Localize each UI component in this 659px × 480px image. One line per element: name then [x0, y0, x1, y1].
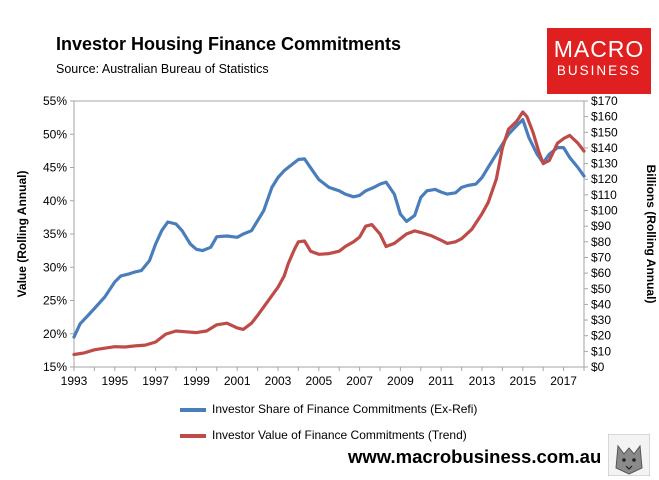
y-left-tick-label: 20% [43, 327, 67, 341]
x-tick-label: 2013 [469, 374, 496, 388]
y-left-tick-label: 50% [43, 127, 67, 141]
series-line-investor-value [72, 110, 586, 357]
y-right-tick-label: $90 [591, 219, 611, 233]
y-right-tick-label: $140 [591, 141, 618, 155]
y-left-tick-label: 55% [43, 94, 67, 108]
x-tick-label: 1997 [142, 374, 169, 388]
y-right-tick-label: $20 [591, 329, 611, 343]
y-right-tick-label: $160 [591, 110, 618, 124]
macrobusiness-logo[interactable]: MACRO BUSINESS [547, 28, 651, 94]
x-tick-label: 2015 [509, 374, 536, 388]
x-tick-label: 2017 [550, 374, 577, 388]
x-tick-label: 2007 [346, 374, 373, 388]
y-left-tick-label: 40% [43, 194, 67, 208]
y-left-tick-label: 45% [43, 161, 67, 175]
website-url[interactable]: www.macrobusiness.com.au [348, 446, 602, 467]
y-left-tick-label: 30% [43, 260, 67, 274]
y-left-tick-label: 15% [43, 360, 67, 374]
legend-label-value: Investor Value of Finance Commitments (T… [212, 428, 467, 442]
y-right-tick-label: $100 [591, 204, 618, 218]
y-right-tick-label: $60 [591, 266, 611, 280]
y-right-tick-label: $40 [591, 297, 611, 311]
y-right-tick-label: $120 [591, 172, 618, 186]
x-tick-label: 2009 [387, 374, 414, 388]
x-tick-label: 1995 [101, 374, 128, 388]
legend-swatch-value [180, 433, 206, 438]
legend-label-share: Investor Share of Finance Commitments (E… [212, 402, 478, 416]
y-right-tick-label: $80 [591, 235, 611, 249]
x-tick-label: 2001 [224, 374, 251, 388]
x-tick-label: 1999 [183, 374, 210, 388]
y-right-tick-label: $10 [591, 344, 611, 358]
chart-source: Source: Australian Bureau of Statistics [56, 62, 269, 76]
logo-line-1: MACRO [553, 36, 645, 62]
chart-title: Investor Housing Finance Commitments [56, 34, 402, 54]
series-line-investor-share [72, 117, 586, 339]
y-left-tick-label: 35% [43, 227, 67, 241]
x-tick-label: 2005 [305, 374, 332, 388]
legend-item-share: Investor Share of Finance Commitments (E… [180, 402, 477, 416]
y-right-tick-label: $30 [591, 313, 611, 327]
x-tick-label: 2011 [428, 374, 454, 388]
x-tick-label: 1993 [61, 374, 88, 388]
logo-line-2: BUSINESS [556, 63, 642, 78]
y-right-tick-label: $130 [591, 157, 618, 171]
y-right-tick-label: $150 [591, 125, 618, 139]
y-right-tick-label: $50 [591, 282, 611, 296]
plot-area [73, 100, 585, 368]
y-left-tick-label: 25% [43, 294, 67, 308]
y-left-axis-title: Value (Rolling Annual) [15, 171, 29, 298]
y-right-tick-label: $70 [591, 250, 611, 264]
legend-item-value: Investor Value of Finance Commitments (T… [180, 428, 467, 442]
y-right-tick-label: $170 [591, 94, 618, 108]
y-right-tick-label: $0 [591, 360, 605, 374]
y-right-axis-title: Billions (Rolling Annual) [644, 165, 658, 304]
line-chart: 15% 20% 25% 30% 35% 40% 45% 50% 55% $0 $10$20 $30 $4… [15, 94, 658, 388]
wolf-logo-icon [608, 434, 650, 476]
legend-swatch-share [180, 407, 206, 412]
x-tick-label: 2003 [265, 374, 292, 388]
y-right-tick-label: $110 [591, 188, 617, 202]
